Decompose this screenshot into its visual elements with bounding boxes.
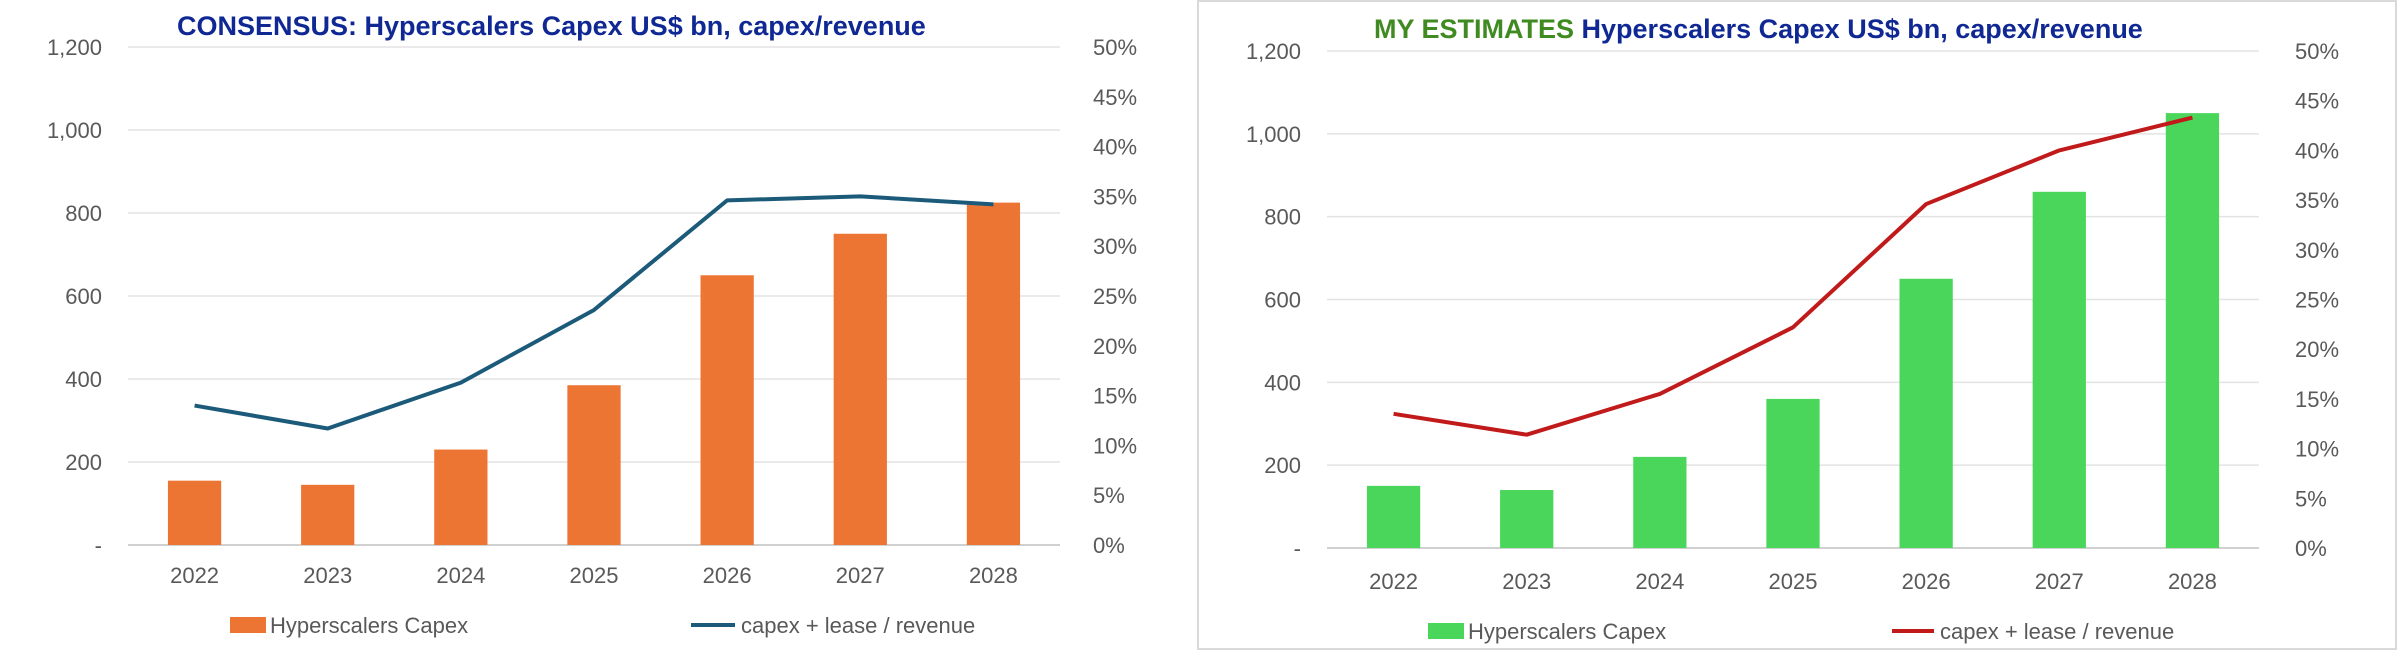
y2-axis-tick-label: 20% [2295,337,2339,362]
y2-axis-tick-label: 40% [2295,138,2339,163]
legend-label-bar: Hyperscalers Capex [1468,619,1666,644]
y-axis-tick-label: 1,000 [1246,122,1301,147]
y2-axis-tick-label: 45% [1093,85,1137,110]
x-axis-tick-label: 2023 [1502,569,1551,594]
y2-axis-tick-label: 15% [1093,384,1137,409]
bar-2023 [1500,490,1554,548]
y-axis-tick-label: 600 [65,284,102,309]
x-axis-tick-label: 2028 [2168,569,2217,594]
bar-2028 [2165,113,2220,548]
y-axis-tick-label: 800 [1264,205,1301,230]
y-axis-tick-label: - [95,533,102,558]
x-axis-tick-label: 2026 [1902,569,1951,594]
y2-axis-tick-label: 10% [1093,433,1137,458]
chart-title-main: Hyperscalers Capex US$ bn, capex/revenue [1574,14,2143,44]
legend-swatch-bar [1428,623,1464,639]
bar-2023 [301,484,355,545]
y-axis-tick-label: 1,200 [47,35,102,60]
bar-2025 [1766,398,1820,548]
y2-axis-tick-label: 40% [1093,135,1137,160]
y2-axis-tick-label: 0% [2295,536,2327,561]
x-axis-tick-label: 2024 [436,563,485,588]
y-axis-tick-label: 1,000 [47,118,102,143]
y2-axis-tick-label: 25% [2295,288,2339,313]
legend-label-line: capex + lease / revenue [1940,619,2174,644]
bar-2022 [1366,485,1421,548]
y2-axis-tick-label: 20% [1093,334,1137,359]
y2-axis-tick-label: 50% [2295,39,2339,64]
bar-2024 [434,449,488,545]
chart-panel-consensus: CONSENSUS: Hyperscalers Capex US$ bn, ca… [0,0,1193,655]
y-axis-tick-label: 1,200 [1246,39,1301,64]
chart-panel-my-estimates: MY ESTIMATES Hyperscalers Capex US$ bn, … [1197,0,2397,650]
x-axis-tick-label: 2027 [2035,569,2084,594]
y2-axis-tick-label: 25% [1093,284,1137,309]
y2-axis-tick-label: 5% [2295,486,2327,511]
y2-axis-tick-label: 30% [1093,234,1137,259]
bar-2027 [2032,191,2086,549]
y2-axis-tick-label: 45% [2295,89,2339,114]
y-axis-tick-label: - [1294,536,1301,561]
y-axis-tick-label: 600 [1264,288,1301,313]
y2-axis-tick-label: 0% [1093,533,1125,558]
x-axis-tick-label: 2024 [1635,569,1684,594]
bar-2027 [833,233,887,545]
x-axis-tick-label: 2023 [303,563,352,588]
x-axis-tick-label: 2025 [1769,569,1818,594]
y-axis-tick-label: 200 [1264,453,1301,478]
legend-label-bar: Hyperscalers Capex [270,613,468,638]
series-line-capex-ratio [194,194,994,431]
y2-axis-tick-label: 35% [2295,188,2339,213]
x-axis-tick-label: 2026 [703,563,752,588]
x-axis-tick-label: 2028 [969,563,1018,588]
legend-swatch-bar [230,617,266,633]
bar-2024 [1633,456,1687,548]
chart-title-main: CONSENSUS: Hyperscalers Capex US$ bn, ca… [177,11,926,41]
y-axis-tick-label: 400 [1264,370,1301,395]
chart-title: CONSENSUS: Hyperscalers Capex US$ bn, ca… [177,11,926,41]
bar-2025 [567,385,621,545]
y2-axis-tick-label: 10% [2295,437,2339,462]
chart-title-prefix: MY ESTIMATES [1374,14,1574,44]
y2-axis-tick-label: 35% [1093,184,1137,209]
y-axis-tick-label: 800 [65,201,102,226]
legend-label-line: capex + lease / revenue [741,613,975,638]
series-line-capex-ratio [1393,115,2193,437]
my-estimates-chart: MY ESTIMATES Hyperscalers Capex US$ bn, … [1246,14,2339,644]
y-axis-tick-label: 400 [65,367,102,392]
bar-2026 [700,275,754,545]
y2-axis-tick-label: 5% [1093,483,1125,508]
chart-title: MY ESTIMATES Hyperscalers Capex US$ bn, … [1374,14,2143,44]
x-axis-tick-label: 2022 [170,563,219,588]
panel-divider [1193,0,1197,655]
y2-axis-tick-label: 50% [1093,35,1137,60]
x-axis-tick-label: 2022 [1369,569,1418,594]
bar-2028 [966,202,1021,545]
y2-axis-tick-label: 30% [2295,238,2339,263]
bar-2026 [1899,278,1953,548]
consensus-chart: CONSENSUS: Hyperscalers Capex US$ bn, ca… [47,11,1137,638]
x-axis-tick-label: 2025 [570,563,619,588]
bar-2022 [167,480,222,545]
x-axis-tick-label: 2027 [836,563,885,588]
y2-axis-tick-label: 15% [2295,387,2339,412]
y-axis-tick-label: 200 [65,450,102,475]
